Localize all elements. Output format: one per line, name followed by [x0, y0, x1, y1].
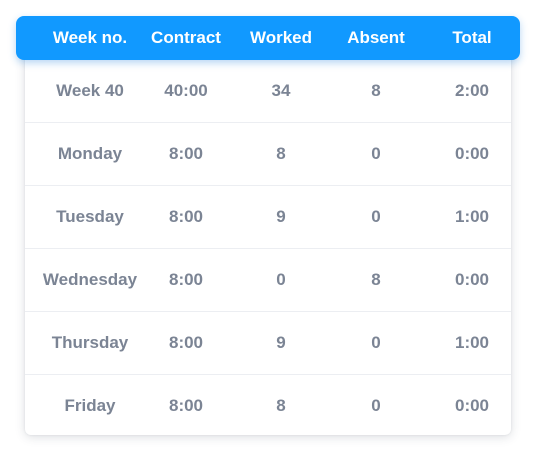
cell-absent: 0	[371, 144, 381, 163]
cell-day: Tuesday	[56, 207, 124, 226]
cell-contract: 40:00	[164, 81, 208, 100]
cell-contract: 8:00	[168, 333, 204, 352]
cell-contract: 8:00	[168, 207, 204, 226]
cell-worked: 8	[276, 396, 286, 415]
table-header: Week no. Contract Worked Absent Total	[16, 16, 520, 60]
cell-total: 0:00	[454, 270, 490, 289]
cell-absent: 0	[371, 396, 381, 415]
cell-absent: 8	[371, 270, 381, 289]
table-row-wednesday[interactable]: Wednesday 8:00 0 8 0:00	[25, 249, 511, 312]
cell-contract: 8:00	[168, 270, 204, 289]
cell-day: Wednesday	[42, 270, 138, 289]
table-body: Week 40 40:00 34 8 2:00 Monday 8:00 8 0 …	[25, 60, 511, 438]
column-header-week-no[interactable]: Week no.	[52, 28, 128, 47]
table-row-tuesday[interactable]: Tuesday 8:00 9 0 1:00	[25, 186, 511, 249]
cell-total: 0:00	[454, 144, 490, 163]
cell-day: Monday	[57, 144, 123, 163]
cell-absent: 8	[371, 81, 381, 100]
cell-worked: 34	[271, 81, 291, 100]
table-row-thursday[interactable]: Thursday 8:00 9 0 1:00	[25, 312, 511, 375]
cell-total: 2:00	[454, 81, 490, 100]
cell-absent: 0	[371, 333, 381, 352]
cell-contract: 8:00	[168, 396, 204, 415]
cell-worked: 8	[276, 144, 286, 163]
cell-absent: 0	[371, 207, 381, 226]
cell-worked: 9	[276, 333, 286, 352]
column-header-contract[interactable]: Contract	[151, 28, 221, 47]
cell-day: Friday	[64, 396, 116, 415]
cell-contract: 8:00	[168, 144, 204, 163]
cell-day: Thursday	[51, 333, 129, 352]
column-header-total[interactable]: Total	[452, 28, 492, 47]
column-header-absent[interactable]: Absent	[347, 28, 405, 47]
cell-total: 0:00	[454, 396, 490, 415]
cell-total: 1:00	[454, 333, 490, 352]
cell-worked: 0	[276, 270, 286, 289]
column-header-worked[interactable]: Worked	[249, 28, 313, 47]
table-row-friday[interactable]: Friday 8:00 8 0 0:00	[25, 375, 511, 438]
cell-worked: 9	[276, 207, 286, 226]
cell-week-no: Week 40	[56, 81, 124, 100]
table-row-week-summary[interactable]: Week 40 40:00 34 8 2:00	[25, 60, 511, 123]
table-row-monday[interactable]: Monday 8:00 8 0 0:00	[25, 123, 511, 186]
timesheet-card	[25, 30, 511, 435]
cell-total: 1:00	[454, 207, 490, 226]
